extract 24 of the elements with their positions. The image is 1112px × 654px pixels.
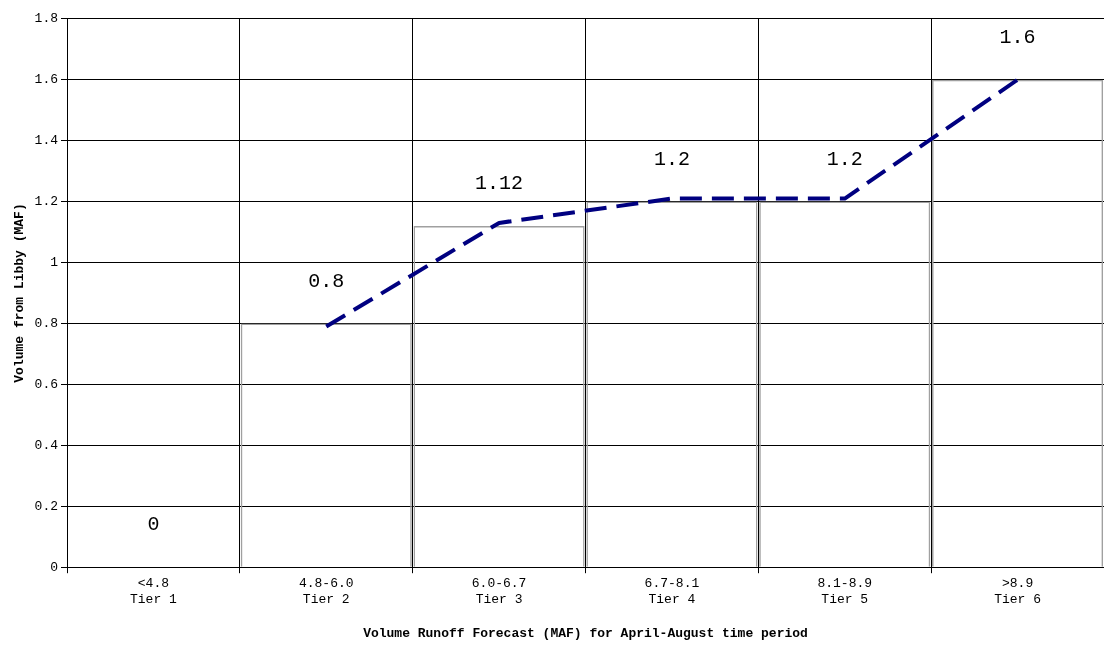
y-tick-label: 1.8	[34, 11, 58, 27]
y-tick-label: 0.4	[34, 437, 59, 453]
y-tick-label: 0	[50, 559, 58, 575]
y-tick-label: 0.8	[34, 315, 58, 331]
y-tick-label: 1	[50, 254, 59, 270]
y-tick-label: 1.2	[34, 194, 58, 210]
y-tick-label: 1.6	[34, 72, 58, 88]
x-tick-label: <4.8 Tier 1	[130, 576, 178, 608]
data-label: 1.12	[475, 172, 524, 196]
x-tick-label: 4.8-6.0 Tier 2	[298, 576, 354, 608]
data-label: 1.6	[999, 26, 1036, 50]
y-tick-label: 0.6	[34, 376, 58, 392]
x-tick-label: 8.1-8.9 Tier 5	[817, 576, 873, 608]
x-tick-label: 6.0-6.7 Tier 3	[471, 576, 527, 608]
x-axis-title: Volume Runoff Forecast (MAF) for April-August time period	[363, 626, 808, 642]
data-label: 1.2	[826, 147, 863, 171]
x-tick-label: >8.9 Tier 6	[994, 576, 1041, 608]
x-tick-label: 6.7-8.1 Tier 4	[644, 576, 700, 608]
y-tick-label: 0.2	[34, 498, 58, 514]
data-label: 1.2	[653, 147, 690, 171]
data-label: 0	[147, 513, 160, 537]
y-tick-label: 1.4	[34, 133, 59, 149]
y-axis-title: Volume from Libby (MAF)	[12, 203, 28, 383]
data-label: 0.8	[308, 269, 345, 293]
